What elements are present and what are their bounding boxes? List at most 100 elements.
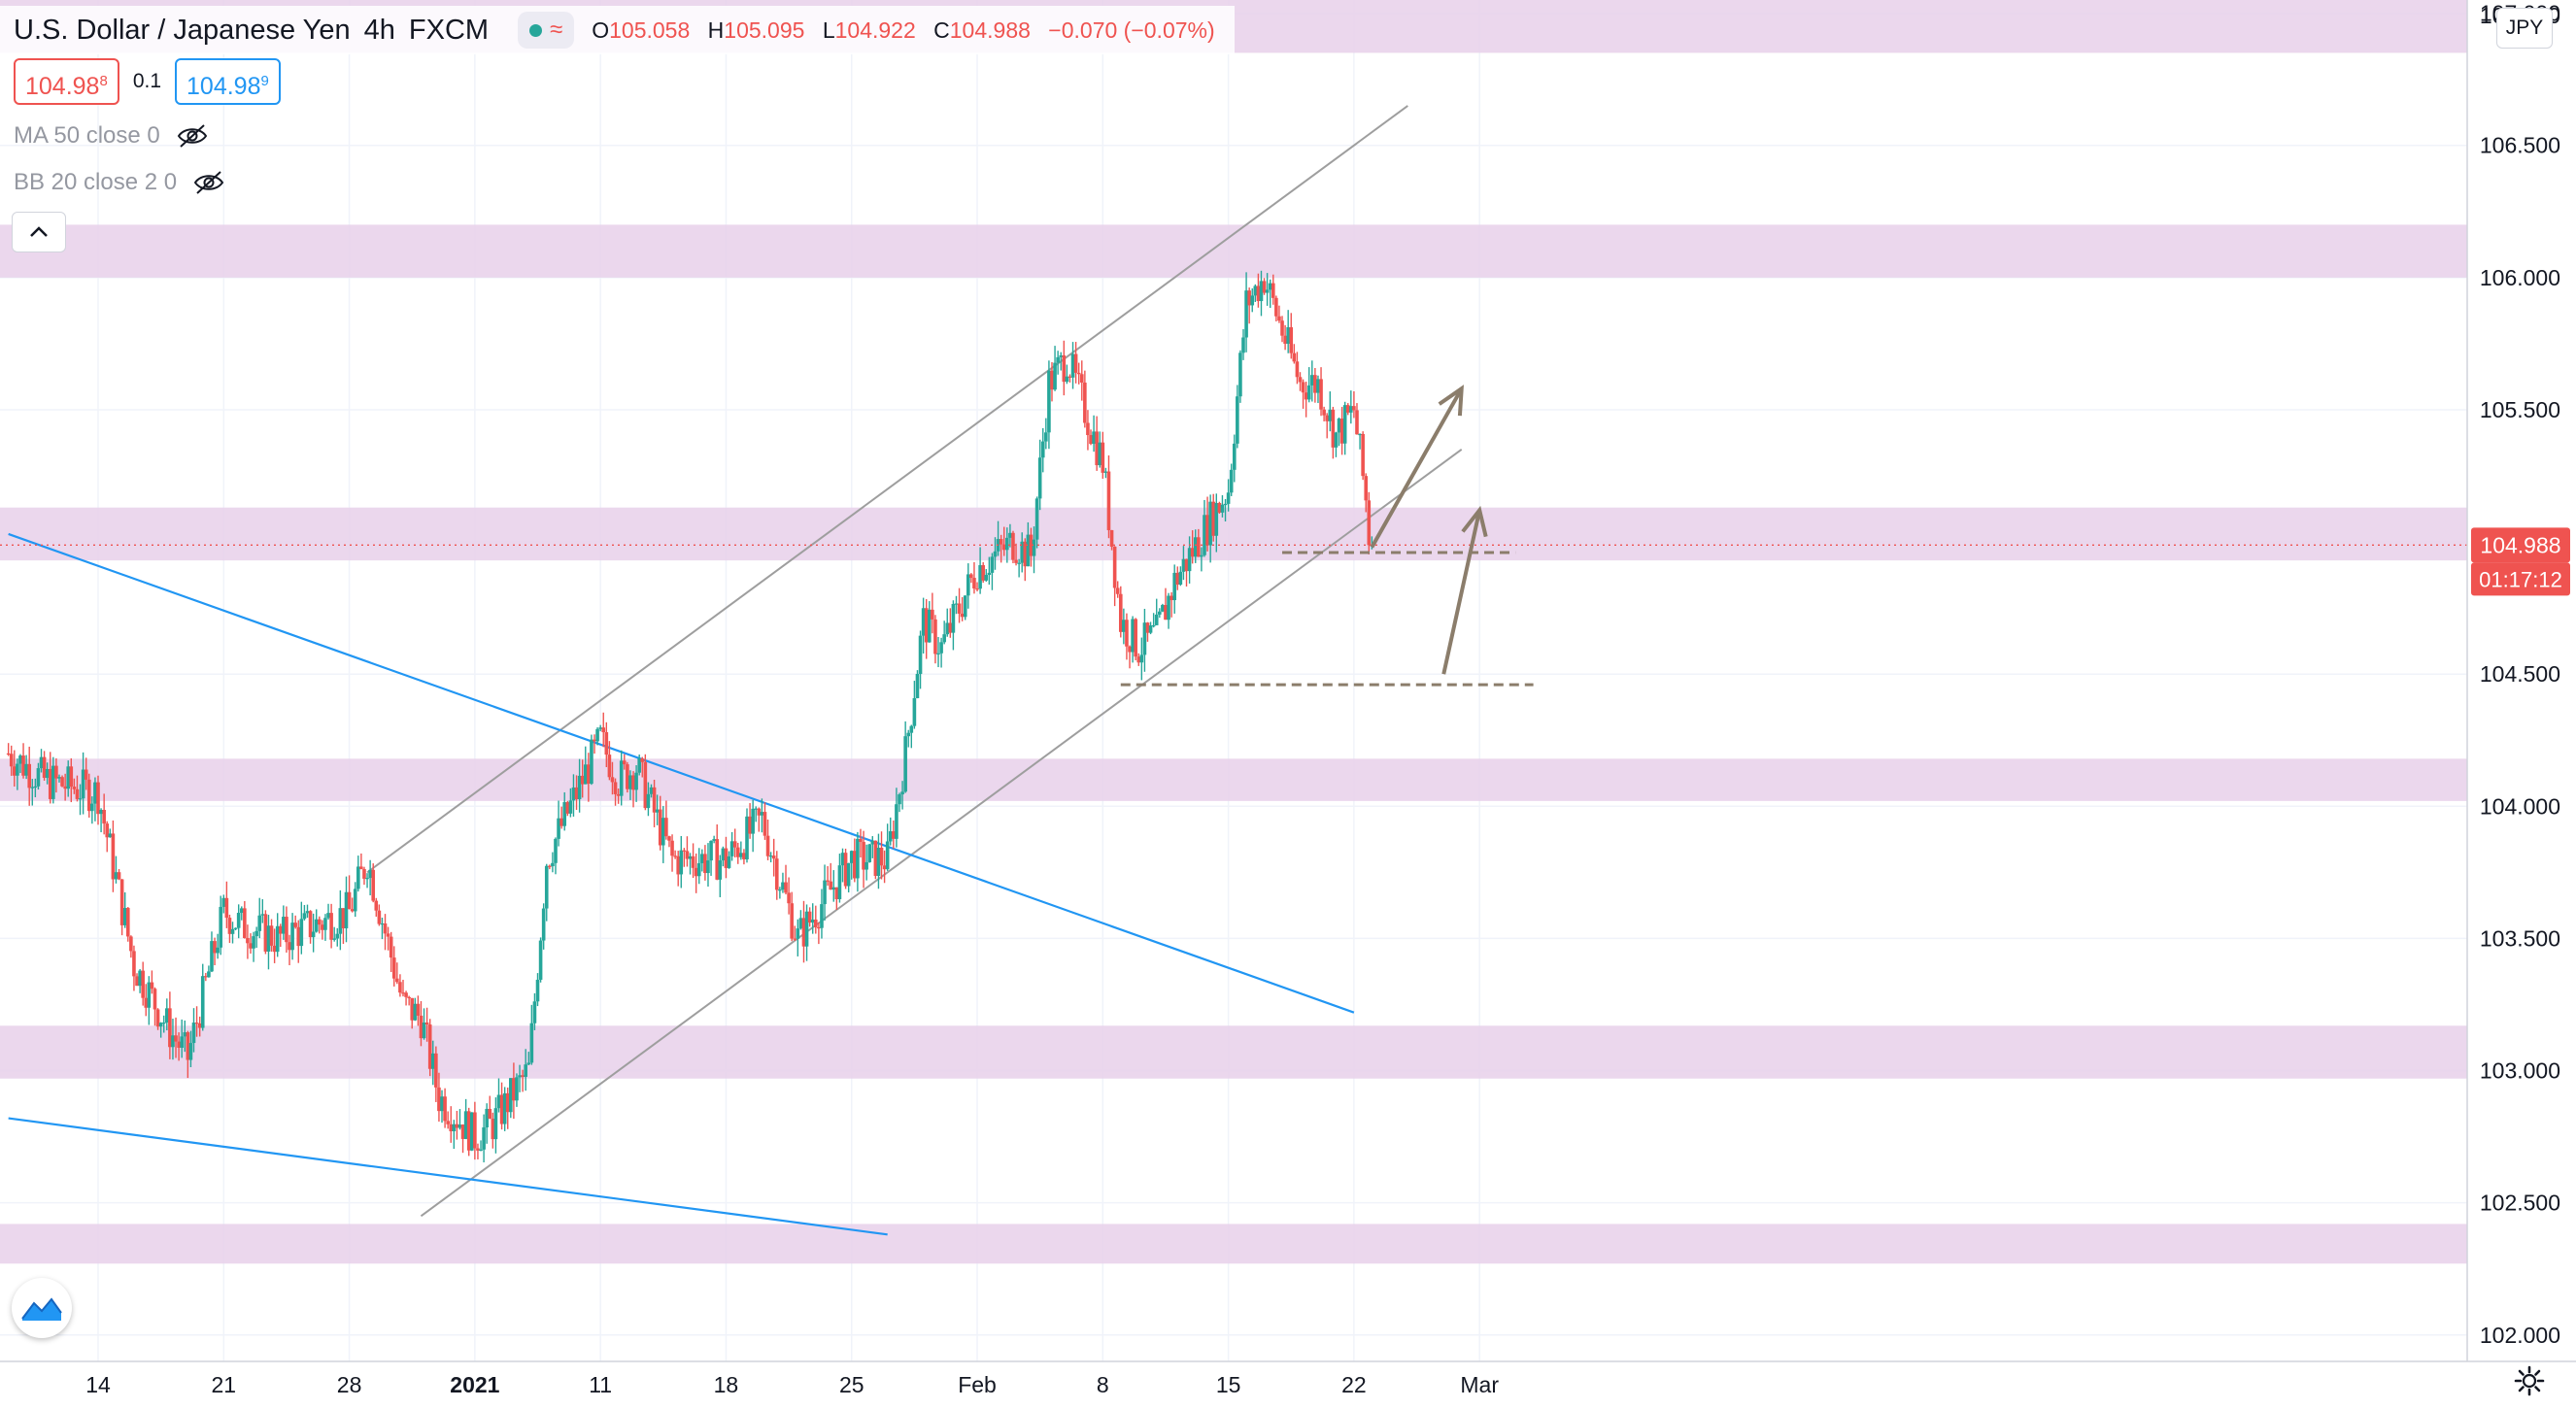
- candle-up: [430, 1053, 435, 1069]
- candle-down: [784, 882, 788, 893]
- candle-down: [466, 1111, 471, 1151]
- candle-up: [1044, 432, 1048, 442]
- candle-up: [778, 889, 782, 891]
- candle-down: [389, 936, 393, 958]
- candle-down: [460, 1124, 465, 1139]
- price-tick-label: 103.000: [2480, 1058, 2560, 1084]
- candle-up: [338, 908, 343, 934]
- candle-down: [732, 841, 737, 848]
- candle-down: [931, 609, 934, 620]
- candle-down: [892, 831, 896, 839]
- tradingview-logo-icon: [21, 1297, 62, 1321]
- candle-up: [984, 574, 989, 581]
- candle-down: [111, 833, 116, 880]
- candle-down: [386, 933, 390, 937]
- candle-up: [571, 787, 576, 801]
- candle-down: [60, 777, 64, 787]
- candle-up: [978, 565, 982, 589]
- candle-down: [1271, 283, 1275, 298]
- candle-up: [479, 1149, 483, 1152]
- candle-up: [1268, 283, 1272, 290]
- candle-down: [86, 779, 91, 812]
- tradingview-logo[interactable]: [12, 1278, 72, 1338]
- candle-down: [676, 855, 680, 875]
- candle-down: [278, 925, 283, 934]
- candle-down: [1256, 285, 1261, 302]
- candle-up: [302, 913, 307, 920]
- chart-settings-button[interactable]: [2510, 1361, 2549, 1400]
- candle-up: [254, 930, 258, 937]
- collapse-legend-button[interactable]: [12, 212, 66, 252]
- candle-up: [1232, 443, 1237, 470]
- indicator-row-bb[interactable]: BB 20 close 2 0: [14, 166, 225, 199]
- price-tick-label: 102.000: [2480, 1323, 2560, 1348]
- data-delay-icon: ≈: [550, 17, 563, 43]
- candle-down: [1101, 442, 1105, 473]
- candle-down: [1364, 476, 1369, 501]
- candle-up: [721, 848, 726, 861]
- exchange-label[interactable]: FXCM: [408, 14, 490, 46]
- candle-up: [837, 865, 842, 899]
- candle-down: [1283, 335, 1287, 345]
- candle-up: [39, 756, 44, 769]
- candle-down: [69, 766, 74, 788]
- candle-up: [344, 891, 349, 928]
- candle-up: [1040, 441, 1045, 458]
- candle-down: [1076, 372, 1081, 375]
- candle-up: [646, 793, 651, 809]
- candle-up: [183, 1032, 187, 1037]
- candle-up: [768, 855, 773, 857]
- candle-down: [424, 1022, 429, 1025]
- candle-down: [1197, 537, 1201, 557]
- candle-up: [233, 927, 238, 929]
- price-tick-label: 105.500: [2480, 397, 2560, 422]
- candle-up: [1070, 353, 1075, 378]
- market-status-pill[interactable]: ≈: [518, 12, 575, 49]
- candle-up: [260, 914, 265, 916]
- candle-down: [84, 769, 88, 780]
- candle-up: [440, 1096, 444, 1112]
- currency-badge[interactable]: JPY: [2496, 8, 2553, 49]
- candle-down: [879, 847, 884, 866]
- indicator-row-ma[interactable]: MA 50 close 0: [14, 119, 209, 152]
- candle-down: [141, 970, 145, 998]
- sell-button[interactable]: 104.988: [14, 58, 119, 105]
- candle-down: [117, 872, 121, 880]
- time-tick-label: 14: [85, 1372, 111, 1397]
- candle-up: [200, 976, 205, 1028]
- candle-down: [1325, 415, 1329, 421]
- candle-down: [685, 851, 690, 859]
- eye-off-icon[interactable]: [192, 170, 225, 195]
- candle-up: [804, 911, 809, 947]
- time-tick-label: Mar: [1460, 1372, 1499, 1397]
- candle-down: [371, 869, 376, 901]
- candle-down: [521, 1075, 525, 1077]
- symbol-title[interactable]: U.S. Dollar / Japanese Yen: [14, 14, 351, 46]
- candle-down: [1079, 374, 1084, 383]
- candle-up: [66, 766, 71, 789]
- candle-down: [1184, 558, 1189, 572]
- candle-up: [332, 938, 336, 940]
- time-tick-label: 11: [589, 1372, 612, 1397]
- candle-up: [502, 1092, 507, 1124]
- high-value: 105.095: [724, 17, 805, 43]
- candle-up: [1131, 619, 1135, 653]
- candle-down: [512, 1078, 516, 1101]
- candle-up: [568, 800, 573, 814]
- candle-down: [1023, 541, 1028, 567]
- candle-down: [410, 997, 415, 1021]
- candle-up: [1187, 548, 1192, 572]
- buy-pip: 9: [260, 73, 269, 89]
- eye-off-icon[interactable]: [176, 123, 209, 149]
- buy-button[interactable]: 104.989: [175, 58, 281, 105]
- close-label: C: [933, 17, 950, 43]
- candle-up: [888, 831, 893, 842]
- candle-up: [509, 1078, 513, 1113]
- candle-down: [1355, 410, 1359, 435]
- interval-label[interactable]: 4h: [363, 14, 395, 46]
- candle-down: [610, 777, 615, 783]
- candle-up: [1203, 515, 1206, 555]
- candle-down: [449, 1124, 454, 1131]
